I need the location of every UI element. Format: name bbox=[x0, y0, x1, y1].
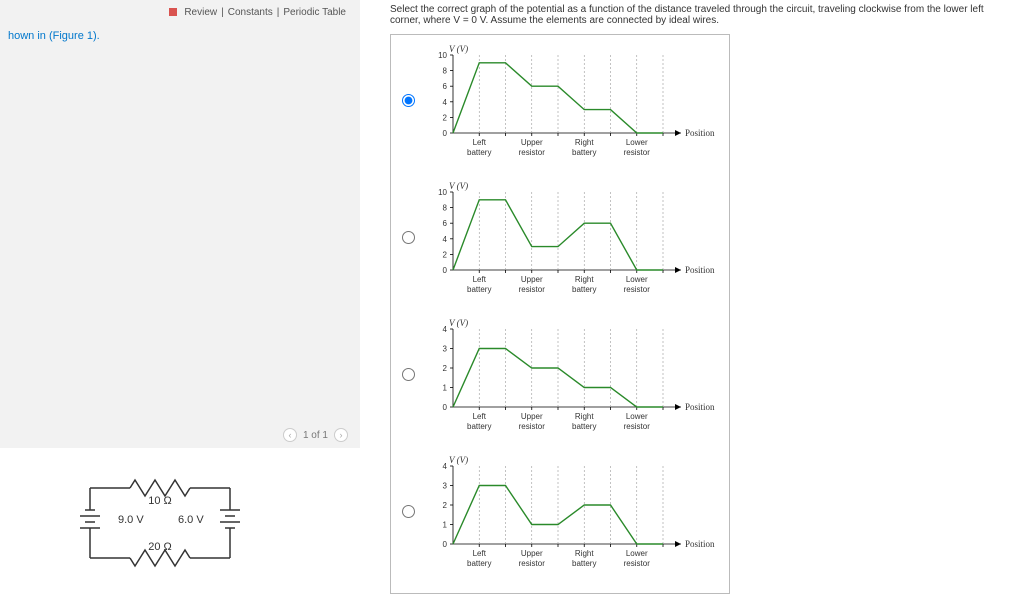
svg-text:resistor: resistor bbox=[624, 148, 651, 157]
svg-text:4: 4 bbox=[443, 325, 448, 334]
svg-text:battery: battery bbox=[572, 285, 596, 294]
option-chart-1: V (V)0246810LeftbatteryUpperresistorRigh… bbox=[419, 180, 719, 308]
svg-text:resistor: resistor bbox=[519, 285, 546, 294]
top-bar: Review | Constants | Periodic Table bbox=[0, 0, 360, 24]
svg-text:0: 0 bbox=[443, 129, 448, 138]
svg-text:resistor: resistor bbox=[519, 148, 546, 157]
svg-text:Lower: Lower bbox=[626, 275, 648, 284]
option-radio-1[interactable] bbox=[402, 231, 415, 244]
svg-text:Right: Right bbox=[575, 549, 594, 558]
option-row-2: V (V)01234LeftbatteryUpperresistorRightb… bbox=[395, 317, 721, 448]
svg-text:Upper: Upper bbox=[521, 412, 543, 421]
svg-text:battery: battery bbox=[572, 559, 596, 568]
left-panel: Review | Constants | Periodic Table hown… bbox=[0, 0, 360, 604]
answer-options: V (V)0246810LeftbatteryUpperresistorRigh… bbox=[390, 34, 730, 594]
svg-text:V (V): V (V) bbox=[449, 318, 468, 328]
svg-text:resistor: resistor bbox=[519, 559, 546, 568]
option-row-0: V (V)0246810LeftbatteryUpperresistorRigh… bbox=[395, 43, 721, 174]
figure-link[interactable]: (Figure 1) bbox=[49, 30, 97, 42]
svg-text:Left: Left bbox=[473, 275, 487, 284]
v-left-label: 9.0 V bbox=[118, 514, 144, 526]
svg-text:Lower: Lower bbox=[626, 138, 648, 147]
svg-text:battery: battery bbox=[572, 148, 596, 157]
caption-prefix: hown in bbox=[8, 30, 49, 42]
r-bot-label: 20 Ω bbox=[148, 541, 172, 553]
svg-text:battery: battery bbox=[467, 148, 491, 157]
svg-text:V (V): V (V) bbox=[449, 181, 468, 191]
next-button[interactable]: › bbox=[334, 428, 348, 442]
svg-text:resistor: resistor bbox=[624, 559, 651, 568]
svg-text:Position: Position bbox=[685, 128, 715, 138]
svg-text:3: 3 bbox=[443, 345, 448, 354]
svg-text:6: 6 bbox=[443, 219, 448, 228]
option-radio-2[interactable] bbox=[402, 368, 415, 381]
v-right-label: 6.0 V bbox=[178, 514, 204, 526]
svg-text:2: 2 bbox=[443, 113, 448, 122]
question-prompt: Select the correct graph of the potentia… bbox=[390, 4, 1006, 26]
svg-text:Upper: Upper bbox=[521, 549, 543, 558]
svg-text:0: 0 bbox=[443, 540, 448, 549]
svg-text:4: 4 bbox=[443, 98, 448, 107]
svg-text:Position: Position bbox=[685, 402, 715, 412]
left-body: ‹ 1 of 1 › bbox=[0, 48, 360, 448]
svg-text:8: 8 bbox=[443, 204, 448, 213]
figure-caption: hown in (Figure 1). bbox=[0, 24, 360, 48]
svg-text:1: 1 bbox=[443, 384, 448, 393]
flag-icon bbox=[169, 8, 177, 16]
svg-text:Position: Position bbox=[685, 539, 715, 549]
svg-text:battery: battery bbox=[467, 285, 491, 294]
svg-text:Left: Left bbox=[473, 138, 487, 147]
svg-text:1: 1 bbox=[443, 521, 448, 530]
svg-text:battery: battery bbox=[572, 422, 596, 431]
pager: ‹ 1 of 1 › bbox=[283, 428, 348, 442]
svg-text:2: 2 bbox=[443, 250, 448, 259]
svg-text:Right: Right bbox=[575, 275, 594, 284]
svg-text:Position: Position bbox=[685, 265, 715, 275]
option-radio-0[interactable] bbox=[402, 94, 415, 107]
circuit-svg: 10 Ω 20 Ω 9.0 V 6.0 V bbox=[60, 468, 270, 578]
svg-text:Right: Right bbox=[575, 412, 594, 421]
svg-text:6: 6 bbox=[443, 82, 448, 91]
svg-text:4: 4 bbox=[443, 462, 448, 471]
svg-text:resistor: resistor bbox=[624, 422, 651, 431]
option-chart-2: V (V)01234LeftbatteryUpperresistorRightb… bbox=[419, 317, 719, 445]
option-chart-0: V (V)0246810LeftbatteryUpperresistorRigh… bbox=[419, 43, 719, 171]
option-chart-3: V (V)01234LeftbatteryUpperresistorRightb… bbox=[419, 454, 719, 582]
svg-text:Left: Left bbox=[473, 412, 487, 421]
periodic-link[interactable]: Periodic Table bbox=[279, 7, 350, 18]
option-row-3: V (V)01234LeftbatteryUpperresistorRightb… bbox=[395, 454, 721, 585]
svg-text:4: 4 bbox=[443, 235, 448, 244]
svg-text:10: 10 bbox=[438, 51, 447, 60]
svg-text:battery: battery bbox=[467, 422, 491, 431]
svg-text:10: 10 bbox=[438, 188, 447, 197]
svg-text:Upper: Upper bbox=[521, 138, 543, 147]
svg-text:2: 2 bbox=[443, 501, 448, 510]
option-row-1: V (V)0246810LeftbatteryUpperresistorRigh… bbox=[395, 180, 721, 311]
svg-text:battery: battery bbox=[467, 559, 491, 568]
option-radio-3[interactable] bbox=[402, 505, 415, 518]
svg-text:Lower: Lower bbox=[626, 412, 648, 421]
svg-text:V (V): V (V) bbox=[449, 455, 468, 465]
prev-button[interactable]: ‹ bbox=[283, 428, 297, 442]
svg-text:3: 3 bbox=[443, 482, 448, 491]
circuit-figure: 10 Ω 20 Ω 9.0 V 6.0 V bbox=[0, 448, 360, 591]
svg-text:Right: Right bbox=[575, 138, 594, 147]
constants-link[interactable]: Constants bbox=[224, 7, 277, 18]
review-link[interactable]: Review bbox=[180, 7, 221, 18]
svg-text:8: 8 bbox=[443, 67, 448, 76]
svg-text:Upper: Upper bbox=[521, 275, 543, 284]
svg-text:2: 2 bbox=[443, 364, 448, 373]
svg-text:Lower: Lower bbox=[626, 549, 648, 558]
svg-text:resistor: resistor bbox=[624, 285, 651, 294]
svg-text:0: 0 bbox=[443, 403, 448, 412]
right-panel: Select the correct graph of the potentia… bbox=[360, 0, 1016, 604]
svg-text:Left: Left bbox=[473, 549, 487, 558]
svg-text:resistor: resistor bbox=[519, 422, 546, 431]
svg-text:0: 0 bbox=[443, 266, 448, 275]
pager-text: 1 of 1 bbox=[303, 430, 328, 441]
svg-text:V (V): V (V) bbox=[449, 44, 468, 54]
r-top-label: 10 Ω bbox=[148, 495, 172, 507]
